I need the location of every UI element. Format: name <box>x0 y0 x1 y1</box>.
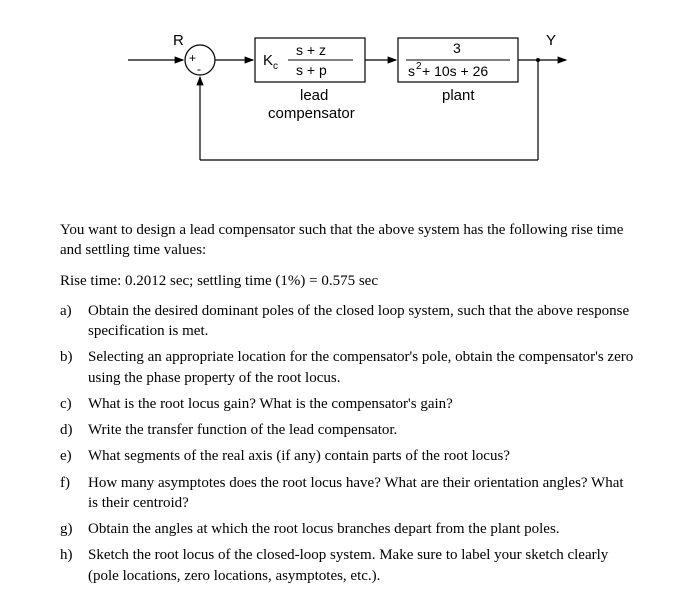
sum-plus: + <box>189 51 196 65</box>
question-label: e) <box>60 446 88 466</box>
diagram-svg: R + - K c s + z s + p lead compensator 3… <box>128 20 568 200</box>
comp-gain-sub: c <box>273 61 278 72</box>
output-label: Y <box>546 32 556 49</box>
question-text: How many asymptotes does the root locus … <box>88 473 636 514</box>
question-text: Sketch the root locus of the closed-loop… <box>88 545 636 586</box>
block-diagram: R + - K c s + z s + p lead compensator 3… <box>60 20 636 200</box>
question-list: a) Obtain the desired dominant poles of … <box>60 301 636 586</box>
comp-num: s + z <box>296 42 326 58</box>
plant-caption: plant <box>442 87 475 104</box>
comp-den: s + p <box>296 62 327 78</box>
plant-den-b: + 10s + 26 <box>422 63 488 79</box>
question-label: d) <box>60 420 88 440</box>
question-text: Selecting an appropriate location for th… <box>88 347 636 388</box>
question-label: h) <box>60 545 88 565</box>
question-label: b) <box>60 347 88 367</box>
comp-caption2: compensator <box>268 105 355 122</box>
question-label: f) <box>60 473 88 493</box>
comp-caption1: lead <box>300 87 328 104</box>
question-g: g) Obtain the angles at which the root l… <box>60 519 636 539</box>
question-text: What segments of the real axis (if any) … <box>88 446 636 466</box>
question-b: b) Selecting an appropriate location for… <box>60 347 636 388</box>
question-label: g) <box>60 519 88 539</box>
comp-gain: K <box>263 52 273 69</box>
question-text: Obtain the desired dominant poles of the… <box>88 301 636 342</box>
question-a: a) Obtain the desired dominant poles of … <box>60 301 636 342</box>
question-d: d) Write the transfer function of the le… <box>60 420 636 440</box>
input-label: R <box>173 32 184 49</box>
plant-den-a: s <box>408 63 415 79</box>
question-text: What is the root locus gain? What is the… <box>88 394 636 414</box>
plant-num: 3 <box>453 40 461 56</box>
question-c: c) What is the root locus gain? What is … <box>60 394 636 414</box>
question-h: h) Sketch the root locus of the closed-l… <box>60 545 636 586</box>
sum-minus: - <box>197 62 201 76</box>
spec-text: Rise time: 0.2012 sec; settling time (1%… <box>60 271 636 291</box>
intro-text: You want to design a lead compensator su… <box>60 220 636 261</box>
question-text: Write the transfer function of the lead … <box>88 420 636 440</box>
question-label: c) <box>60 394 88 414</box>
question-text: Obtain the angles at which the root locu… <box>88 519 636 539</box>
question-e: e) What segments of the real axis (if an… <box>60 446 636 466</box>
question-label: a) <box>60 301 88 321</box>
question-f: f) How many asymptotes does the root loc… <box>60 473 636 514</box>
